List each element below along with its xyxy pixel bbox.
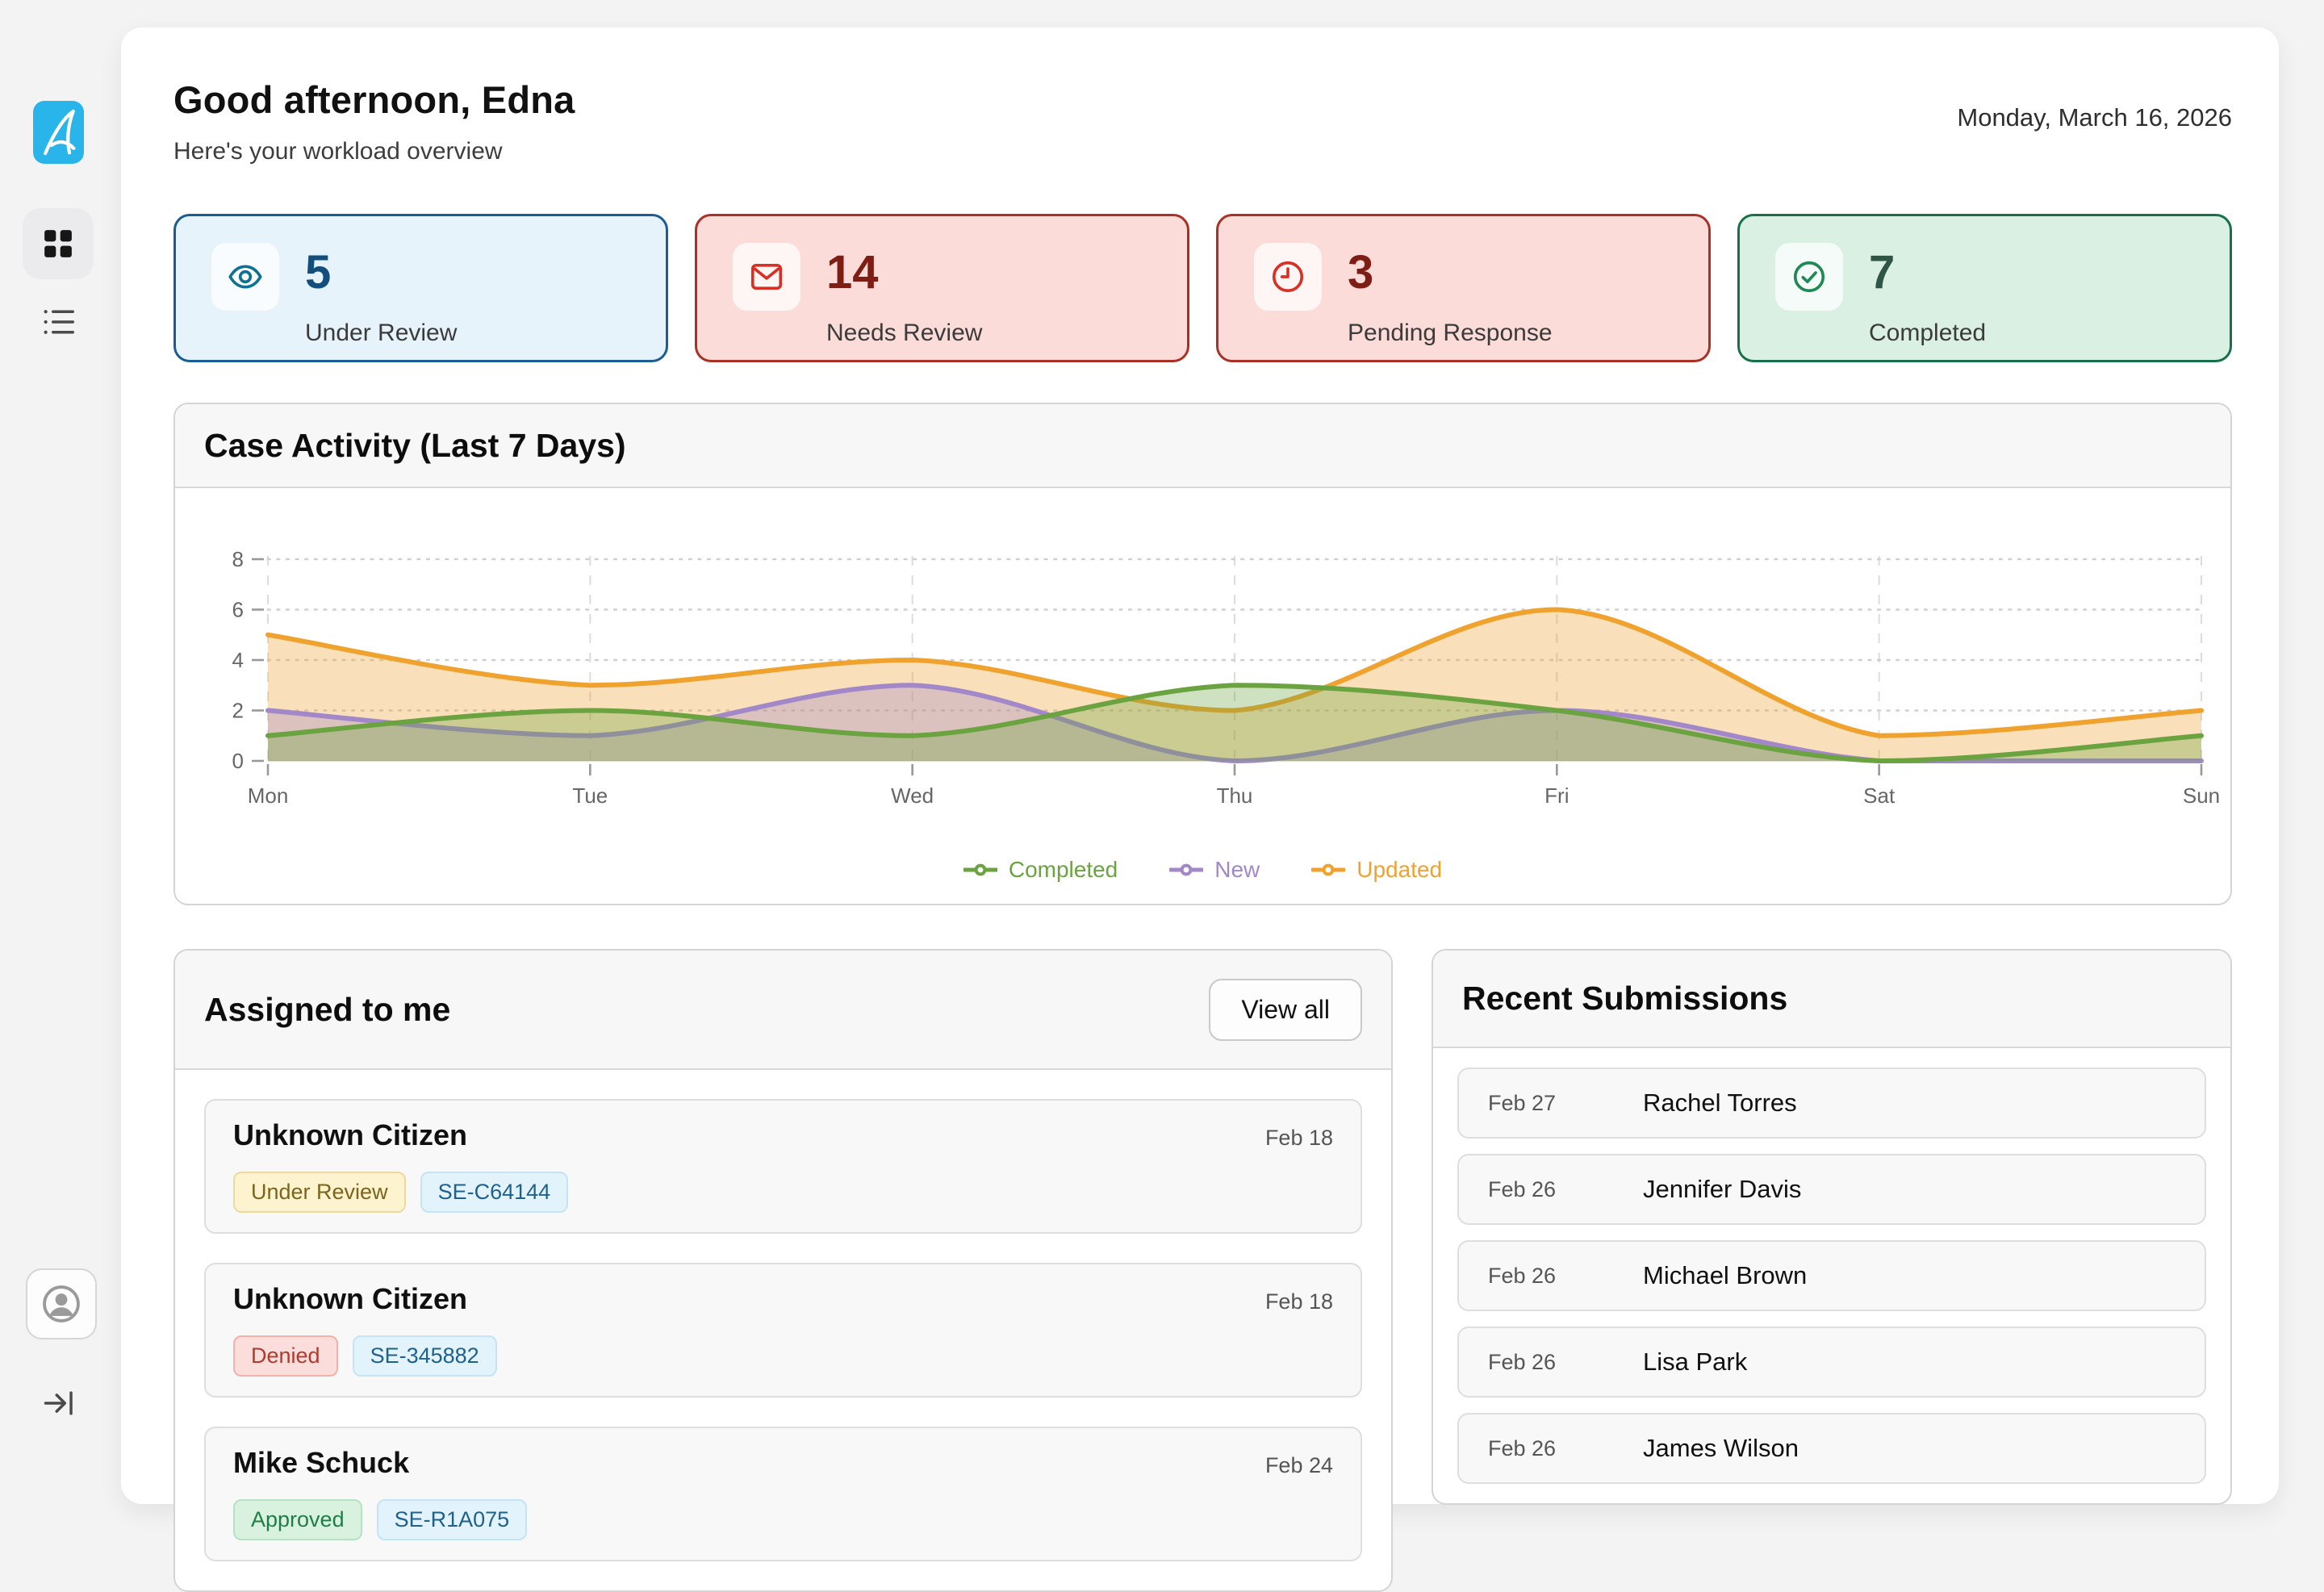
- stat-card-completed[interactable]: 7 Completed: [1737, 214, 2232, 362]
- submission-date: Feb 27: [1488, 1090, 1557, 1115]
- stat-value: 3: [1348, 246, 1374, 299]
- recent-submission-row[interactable]: Feb 27 Rachel Torres: [1457, 1068, 2206, 1139]
- sidebar: [0, 0, 121, 1452]
- assigned-case-item[interactable]: Unknown Citizen Feb 18 Denied SE-345882: [204, 1263, 1362, 1398]
- stats-row: 5 Under Review 14 Needs Review 3 Pending Resp…: [173, 214, 2232, 362]
- avatar-icon: [43, 1285, 80, 1322]
- case-id-badge: SE-C64144: [420, 1172, 569, 1213]
- submission-name: Lisa Park: [1643, 1348, 1748, 1376]
- assigned-to-me-panel: Assigned to me View all Unknown Citizen …: [173, 949, 1393, 1592]
- page-header: Good afternoon, Edna Here's your workloa…: [173, 77, 2232, 165]
- legend-label: Completed: [1008, 857, 1118, 882]
- svg-text:8: 8: [232, 547, 244, 571]
- stat-card-under-review[interactable]: 5 Under Review: [173, 214, 668, 362]
- recent-submissions-panel: Recent Submissions Feb 27 Rachel Torres F…: [1432, 949, 2232, 1505]
- case-id-badge: SE-345882: [352, 1335, 497, 1377]
- recent-submission-row[interactable]: Feb 26 Lisa Park: [1457, 1327, 2206, 1398]
- status-badge: Under Review: [233, 1172, 406, 1213]
- mail-icon: [733, 243, 800, 311]
- logout-icon: [44, 1391, 73, 1415]
- legend-item-updated[interactable]: Updated: [1311, 857, 1442, 883]
- assigned-case-item[interactable]: Unknown Citizen Feb 18 Under Review SE-C…: [204, 1099, 1362, 1234]
- recent-title: Recent Submissions: [1462, 980, 1788, 1017]
- app-logo[interactable]: [33, 101, 84, 164]
- clock-icon: [1254, 243, 1322, 311]
- sidebar-item-case-list[interactable]: [32, 295, 86, 349]
- chart-legend: Completed New Updated: [175, 857, 2230, 883]
- sidebar-item-dashboard[interactable]: [23, 208, 94, 279]
- legend-label: New: [1214, 857, 1260, 882]
- chart-title: Case Activity (Last 7 Days): [204, 426, 626, 464]
- list-icon: [44, 310, 74, 334]
- page-subtitle: Here's your workload overview: [173, 138, 503, 165]
- status-badge: Denied: [233, 1335, 338, 1377]
- assigned-title: Assigned to me: [204, 990, 451, 1028]
- case-activity-chart: 0 2 4 6 8 Mon Tue Wed Thu Fri Sat Sun Completed New…: [175, 488, 2230, 904]
- page-title: Good afternoon, Edna: [173, 78, 575, 121]
- legend-item-completed[interactable]: Completed: [963, 857, 1118, 883]
- case-name: Unknown Citizen: [233, 1282, 467, 1315]
- assigned-case-item[interactable]: Mike Schuck Feb 24 Approved SE-R1A075: [204, 1427, 1362, 1561]
- case-name: Unknown Citizen: [233, 1118, 467, 1151]
- submission-name: Michael Brown: [1643, 1261, 1808, 1289]
- svg-text:Fri: Fri: [1544, 783, 1569, 808]
- svg-text:Sat: Sat: [1863, 783, 1896, 808]
- stat-value: 7: [1869, 246, 1896, 299]
- grid-icon: [44, 230, 72, 257]
- status-badge: Approved: [233, 1499, 362, 1540]
- current-date: Monday, March 16, 2026: [1957, 103, 2232, 132]
- case-date: Feb 24: [1264, 1453, 1333, 1477]
- svg-text:Thu: Thu: [1217, 783, 1253, 808]
- submission-date: Feb 26: [1488, 1176, 1557, 1201]
- case-date: Feb 18: [1264, 1289, 1333, 1314]
- eye-icon: [211, 243, 279, 311]
- stat-label: Under Review: [305, 320, 458, 346]
- submission-name: Rachel Torres: [1643, 1088, 1797, 1117]
- check-icon: [1775, 243, 1843, 311]
- svg-text:Mon: Mon: [248, 783, 289, 808]
- svg-text:4: 4: [232, 648, 244, 672]
- svg-text:Wed: Wed: [891, 783, 934, 808]
- case-id-badge: SE-R1A075: [376, 1499, 528, 1540]
- svg-text:0: 0: [232, 749, 244, 773]
- legend-marker-icon: [1169, 863, 1204, 876]
- user-profile-button[interactable]: [26, 1268, 97, 1339]
- case-date: Feb 18: [1264, 1126, 1333, 1150]
- submission-date: Feb 26: [1488, 1263, 1557, 1288]
- svg-text:2: 2: [232, 699, 244, 723]
- submission-name: Jennifer Davis: [1643, 1175, 1802, 1203]
- case-name: Mike Schuck: [233, 1446, 410, 1479]
- submission-name: James Wilson: [1643, 1434, 1799, 1462]
- legend-item-new[interactable]: New: [1169, 857, 1260, 883]
- stat-card-needs-review[interactable]: 14 Needs Review: [695, 214, 1189, 362]
- stat-value: 14: [826, 246, 879, 299]
- case-activity-panel: Case Activity (Last 7 Days) 0 2 4 6 8 Mon Tue W…: [173, 403, 2232, 905]
- submission-date: Feb 26: [1488, 1349, 1557, 1374]
- svg-text:Tue: Tue: [572, 783, 608, 808]
- stat-value: 5: [305, 246, 332, 299]
- recent-submission-row[interactable]: Feb 26 Michael Brown: [1457, 1240, 2206, 1311]
- stat-card-pending-response[interactable]: 3 Pending Response: [1216, 214, 1711, 362]
- svg-text:6: 6: [232, 598, 244, 622]
- logo-glyph-icon: [43, 109, 76, 156]
- recent-submission-row[interactable]: Feb 26 James Wilson: [1457, 1413, 2206, 1484]
- submission-date: Feb 26: [1488, 1435, 1557, 1460]
- legend-label: Updated: [1356, 857, 1443, 882]
- stat-label: Completed: [1869, 320, 1987, 346]
- recent-submission-row[interactable]: Feb 26 Jennifer Davis: [1457, 1154, 2206, 1225]
- view-all-button[interactable]: View all: [1209, 978, 1362, 1041]
- sign-out-button[interactable]: [32, 1377, 86, 1430]
- stat-label: Needs Review: [826, 320, 983, 346]
- main-content-card: Good afternoon, Edna Here's your workloa…: [121, 27, 2279, 1592]
- legend-marker-icon: [963, 863, 997, 876]
- svg-text:Sun: Sun: [2183, 783, 2220, 808]
- legend-marker-icon: [1311, 863, 1346, 876]
- stat-label: Pending Response: [1348, 320, 1553, 346]
